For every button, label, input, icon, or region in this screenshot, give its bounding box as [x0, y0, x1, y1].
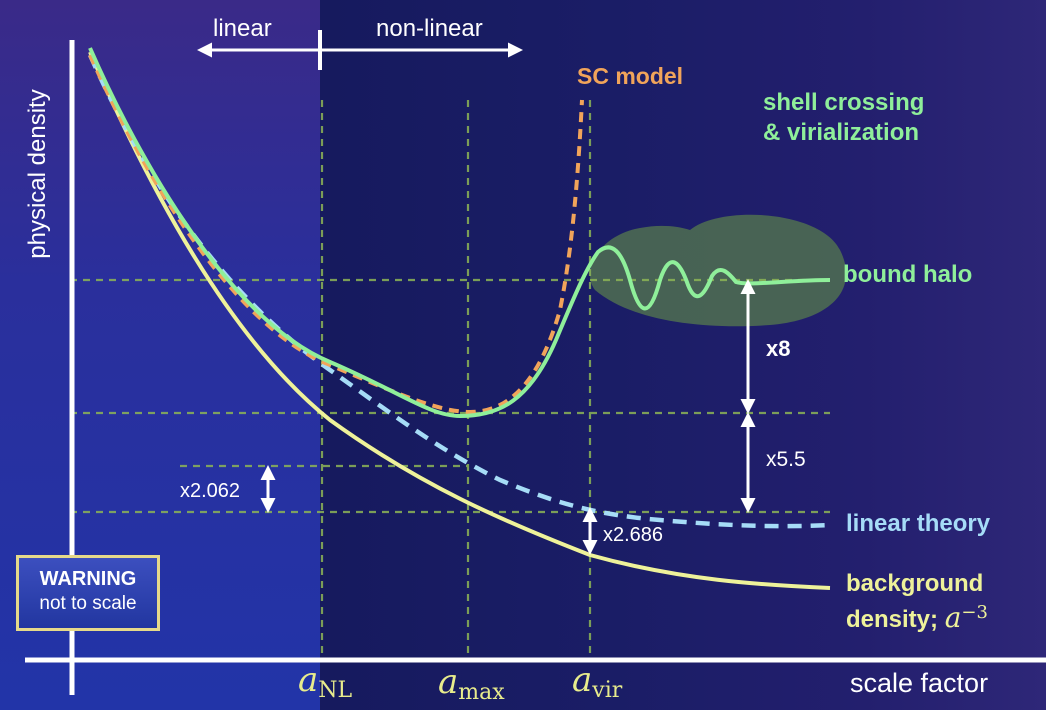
- tick-a-max: amax: [438, 662, 505, 705]
- x5-5-label: x5.5: [766, 448, 806, 471]
- background-density-text: density;: [846, 606, 945, 633]
- x-axis-label: scale factor: [850, 668, 989, 698]
- x2-686-label: x2.686: [603, 524, 664, 546]
- x2-062-label: x2.062: [180, 480, 241, 502]
- halo-curve: [88, 47, 831, 419]
- nonlinear-regime-panel: [320, 0, 1046, 710]
- shell-crossing-label-1: shell crossing: [763, 89, 925, 116]
- halo-speech-bubble: [590, 140, 847, 327]
- guide-lines: [70, 100, 830, 660]
- warning-title: WARNING: [39, 568, 137, 590]
- background-power-exp: −3: [961, 602, 988, 623]
- linear-regime-label: linear: [213, 15, 272, 42]
- warning-box: WARNING not to scale: [16, 555, 160, 631]
- sc-model-label: SC model: [577, 63, 684, 89]
- bound-halo-label: bound halo: [843, 261, 973, 288]
- shell-crossing-label-2: & virialization: [763, 119, 920, 146]
- tick-a-vir: avir: [572, 660, 622, 703]
- y-axis-label: physical density: [24, 89, 51, 259]
- tick-a-nl-sub: NL: [318, 678, 353, 703]
- x8-label: x8: [766, 336, 791, 361]
- tick-a-vir-base: a: [572, 660, 593, 700]
- tick-a-nl: aNL: [298, 660, 352, 703]
- sc-model-curve: [88, 54, 584, 415]
- background-density-label-2: density; a−3: [846, 601, 988, 634]
- linear-theory-label: linear theory: [846, 510, 991, 537]
- tick-a-max-sub: max: [458, 680, 505, 705]
- tick-a-nl-base: a: [298, 660, 319, 700]
- background-power-base: a: [944, 601, 962, 634]
- tick-a-vir-sub: vir: [592, 678, 623, 703]
- tick-a-max-base: a: [438, 662, 459, 702]
- background-density-label-1: background: [846, 570, 984, 597]
- nonlinear-regime-label: non-linear: [376, 15, 483, 42]
- background-density-curve: [88, 51, 831, 590]
- warning-subtitle: not to scale: [39, 593, 137, 614]
